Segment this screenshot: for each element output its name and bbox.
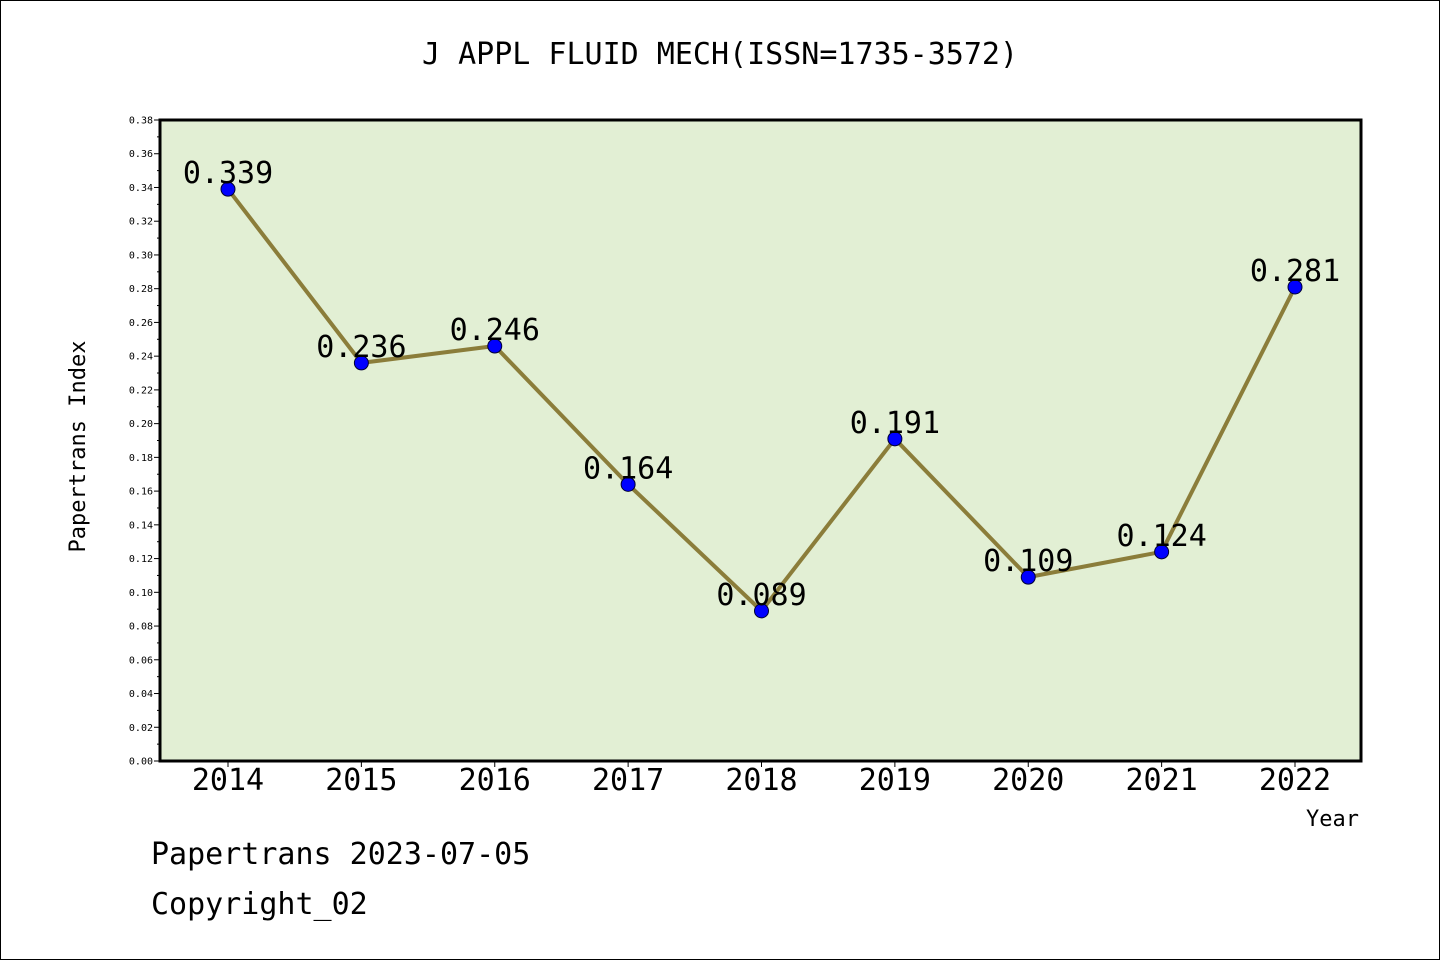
footer-stamp: Papertrans 2023-07-05 xyxy=(151,837,531,872)
x-tick-label: 2021 xyxy=(1126,763,1198,798)
y-tick-label: 0.22 xyxy=(129,385,153,396)
y-tick-label: 0.28 xyxy=(129,284,153,295)
x-tick-label: 2015 xyxy=(325,763,397,798)
x-axis-title: Year xyxy=(1306,807,1359,832)
x-tick-label: 2018 xyxy=(725,763,797,798)
chart-title: J APPL FLUID MECH(ISSN=1735-3572) xyxy=(421,37,1019,72)
y-tick-label: 0.18 xyxy=(129,453,153,464)
data-label: 0.281 xyxy=(1250,254,1340,289)
y-tick-label: 0.34 xyxy=(129,183,153,194)
y-tick-label: 0.36 xyxy=(129,149,153,160)
data-point xyxy=(487,338,503,354)
data-label: 0.191 xyxy=(850,406,940,441)
y-tick-label: 0.32 xyxy=(129,217,153,228)
y-tick-label: 0.06 xyxy=(129,655,153,666)
data-point xyxy=(620,476,636,492)
y-tick-label: 0.38 xyxy=(129,116,153,127)
y-tick-label: 0.02 xyxy=(129,723,153,734)
data-point xyxy=(1020,569,1036,585)
data-point xyxy=(220,181,236,197)
y-tick-label: 0.14 xyxy=(129,520,153,531)
y-tick-label: 0.12 xyxy=(129,554,153,565)
x-tick-label: 2014 xyxy=(192,763,264,798)
data-point xyxy=(887,431,903,447)
data-point xyxy=(1287,279,1303,295)
x-tick-label: 2022 xyxy=(1259,763,1331,798)
data-label: 0.124 xyxy=(1116,519,1206,554)
plot-border xyxy=(158,118,1363,763)
data-point xyxy=(754,603,769,619)
y-tick-label: 0.24 xyxy=(129,352,153,363)
data-label: 0.339 xyxy=(183,156,273,191)
y-tick-label: 0.08 xyxy=(129,622,153,633)
footer-copyright: Copyright_02 xyxy=(151,887,368,922)
data-label: 0.089 xyxy=(716,578,806,613)
x-tick-label: 2019 xyxy=(859,763,931,798)
y-tick-label: 0.10 xyxy=(129,588,153,599)
plot-area xyxy=(160,120,1361,761)
x-tick-label: 2020 xyxy=(992,763,1064,798)
data-label: 0.109 xyxy=(983,544,1073,579)
y-tick-label: 0.04 xyxy=(129,689,153,700)
data-point xyxy=(1154,544,1170,560)
y-axis-title: Papertrans Index xyxy=(66,341,91,553)
y-tick-label: 0.30 xyxy=(129,250,153,261)
y-tick-label: 0.20 xyxy=(129,419,153,430)
y-tick-label: 0.26 xyxy=(129,318,153,329)
data-label: 0.164 xyxy=(583,451,673,486)
data-label: 0.236 xyxy=(316,330,406,365)
data-point xyxy=(353,355,369,371)
data-label: 0.246 xyxy=(450,313,540,348)
y-tick-label: 0.00 xyxy=(129,757,153,768)
y-tick-label: 0.16 xyxy=(129,487,153,498)
x-tick-label: 2016 xyxy=(459,763,531,798)
x-tick-label: 2017 xyxy=(592,763,664,798)
